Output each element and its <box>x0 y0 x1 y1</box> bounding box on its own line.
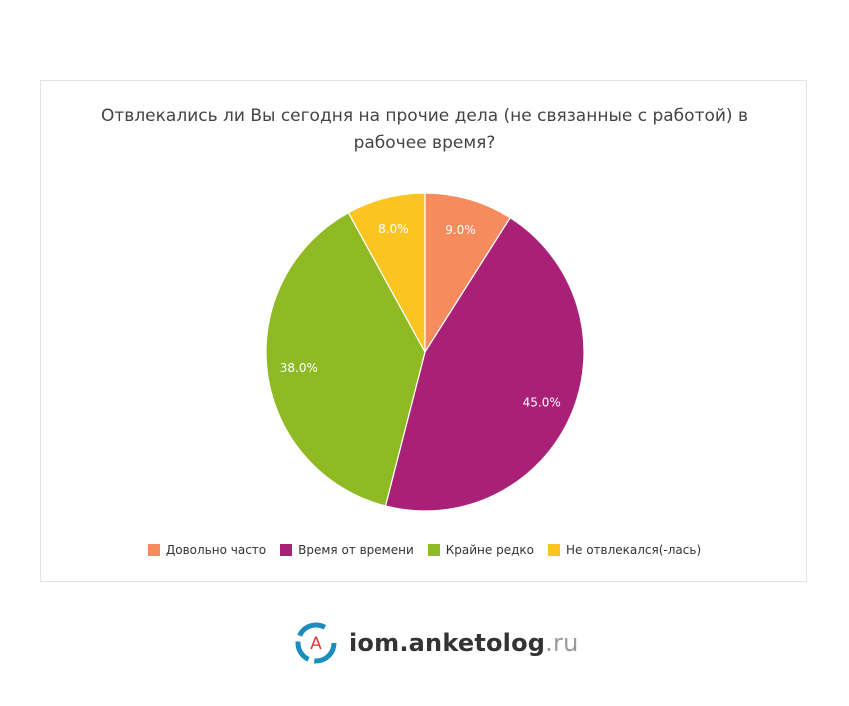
brand-main: iom.anketolog <box>349 629 546 657</box>
svg-text:A: A <box>310 634 322 654</box>
chart-legend: Довольно часто Время от времени Крайне ред… <box>41 543 808 557</box>
legend-item[interactable]: Не отвлекался(-лась) <box>547 543 702 557</box>
pie-slice-label: 9.0% <box>445 223 476 237</box>
pie-slice[interactable] <box>265 211 426 507</box>
legend-swatch <box>280 544 293 556</box>
anketolog-logo[interactable]: A iom.anketolog.ru <box>293 620 578 666</box>
chart-card: Отвлекались ли Вы сегодня на прочие дела… <box>40 80 807 582</box>
brand-suffix: .ru <box>545 629 579 657</box>
pie-slice-label: 8.0% <box>378 222 409 236</box>
chart-title: Отвлекались ли Вы сегодня на прочие дела… <box>101 106 748 153</box>
legend-label: Время от времени <box>298 543 414 557</box>
brand-name: iom.anketolog.ru <box>349 629 578 657</box>
legend-item[interactable]: Время от времени <box>280 543 414 557</box>
legend-swatch <box>147 544 160 556</box>
legend-swatch <box>427 544 440 556</box>
legend-label: Не отвлекался(-лась) <box>565 543 702 557</box>
legend-label: Крайне редко <box>445 543 534 557</box>
legend-item[interactable]: Крайне редко <box>427 543 534 557</box>
pie-slice[interactable] <box>424 192 512 355</box>
pie-slice[interactable] <box>347 192 426 353</box>
legend-label: Довольно часто <box>165 543 267 557</box>
pie-slice[interactable] <box>384 216 585 512</box>
pie-slice-label: 45.0% <box>523 396 561 410</box>
pie-slice-label: 38.0% <box>280 361 318 375</box>
legend-swatch <box>547 544 560 556</box>
anketolog-logo-icon: A <box>295 622 337 664</box>
pie-chart: 9.0% 45.0% 38.0% 8.0% <box>265 192 585 512</box>
legend-item[interactable]: Довольно часто <box>147 543 267 557</box>
